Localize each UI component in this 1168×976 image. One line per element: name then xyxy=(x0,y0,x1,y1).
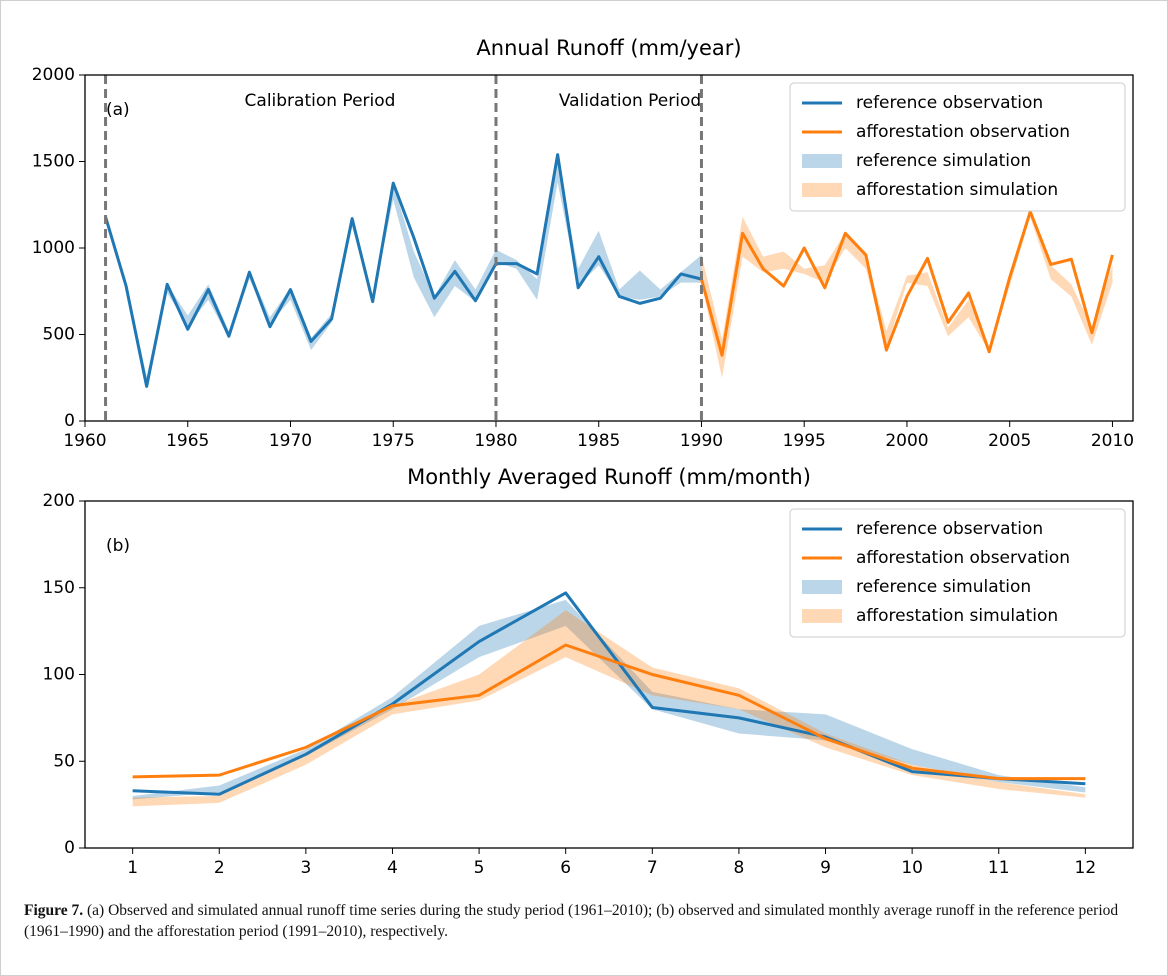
legend-swatch xyxy=(802,183,842,197)
y-tick-label: 0 xyxy=(64,838,75,858)
x-tick-label: 3 xyxy=(300,858,311,878)
x-tick-label: 9 xyxy=(820,858,831,878)
legend-label: afforestation simulation xyxy=(856,606,1058,626)
legend-label: reference simulation xyxy=(856,577,1031,597)
obs-line xyxy=(132,643,1086,781)
legend-swatch xyxy=(802,154,842,168)
x-tick-label: 2000 xyxy=(885,431,928,451)
axes-frame xyxy=(84,500,1134,849)
legend-label: afforestation observation xyxy=(856,122,1070,142)
annotation: Calibration Period xyxy=(245,91,396,111)
x-tick-label: 8 xyxy=(734,858,745,878)
legend-label: afforestation observation xyxy=(856,548,1070,568)
x-tick-label: 2 xyxy=(214,858,225,878)
obs-line xyxy=(700,210,1114,357)
axes-frame xyxy=(84,74,1134,422)
x-tick-label: 6 xyxy=(560,858,571,878)
sim-band xyxy=(105,161,702,383)
y-tick-label: 2000 xyxy=(32,65,75,85)
x-tick-label: 1960 xyxy=(63,431,106,451)
x-tick-label: 1990 xyxy=(680,431,723,451)
legend-label: reference observation xyxy=(856,519,1043,539)
sim-band xyxy=(701,211,1113,378)
y-tick-label: 0 xyxy=(64,411,75,431)
y-tick-label: 200 xyxy=(43,491,75,511)
x-tick-label: 1965 xyxy=(166,431,209,451)
chart-title: Annual Runoff (mm/year) xyxy=(476,36,741,60)
x-tick-label: 10 xyxy=(901,858,923,878)
sim-band xyxy=(132,610,1086,807)
x-tick-label: 2010 xyxy=(1091,431,1134,451)
legend-label: afforestation simulation xyxy=(856,180,1058,200)
y-tick-label: 1000 xyxy=(32,238,75,258)
x-tick-label: 1980 xyxy=(474,431,517,451)
legend-box xyxy=(789,82,1126,212)
caption: Figure 7. (a) Observed and simulated ann… xyxy=(24,900,1144,942)
annotation: Validation Period xyxy=(559,91,701,111)
x-tick-label: 5 xyxy=(474,858,485,878)
caption-label: Figure 7. xyxy=(24,902,84,919)
legend-swatch xyxy=(802,609,842,623)
y-tick-label: 500 xyxy=(43,325,75,345)
caption-text: (a) Observed and simulated annual runoff… xyxy=(24,902,1119,940)
legend-label: reference simulation xyxy=(856,151,1031,171)
legend-box xyxy=(789,508,1126,638)
x-tick-label: 12 xyxy=(1075,858,1097,878)
x-tick-label: 11 xyxy=(988,858,1010,878)
y-tick-label: 150 xyxy=(43,578,75,598)
y-tick-label: 1500 xyxy=(32,152,75,172)
x-tick-label: 1995 xyxy=(783,431,826,451)
annotation: (a) xyxy=(106,100,130,120)
x-tick-label: 2005 xyxy=(988,431,1031,451)
sim-band xyxy=(132,599,1086,800)
chart-title: Monthly Averaged Runoff (mm/month) xyxy=(407,465,811,489)
x-tick-label: 1 xyxy=(127,858,138,878)
obs-line xyxy=(132,591,1086,796)
x-tick-label: 1985 xyxy=(577,431,620,451)
x-tick-label: 1970 xyxy=(269,431,312,451)
obs-line xyxy=(104,153,702,388)
x-tick-label: 7 xyxy=(647,858,658,878)
y-tick-label: 100 xyxy=(43,665,75,685)
x-tick-label: 1975 xyxy=(372,431,415,451)
y-tick-label: 50 xyxy=(53,751,75,771)
annotation: (b) xyxy=(106,536,130,556)
legend-label: reference observation xyxy=(856,93,1043,113)
x-tick-label: 4 xyxy=(387,858,398,878)
legend-swatch xyxy=(802,580,842,594)
